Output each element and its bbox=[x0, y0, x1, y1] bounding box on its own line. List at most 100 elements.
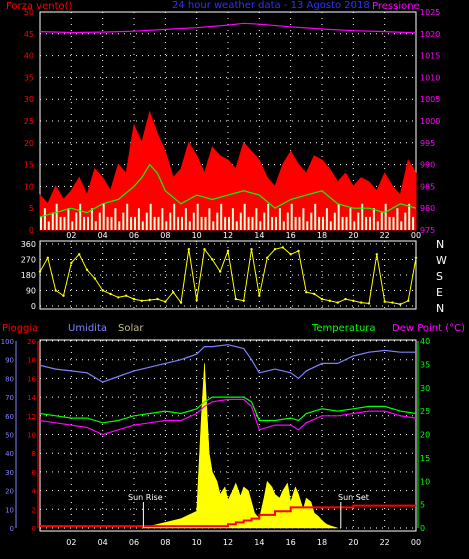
wind-calm-bar bbox=[384, 203, 387, 230]
wind-calm-bar bbox=[149, 203, 152, 230]
wind-calm-bar bbox=[376, 221, 379, 230]
rain-tick: 18 bbox=[27, 357, 36, 365]
wind-x-tick: 06 bbox=[129, 231, 139, 240]
humidity-tick: 70 bbox=[5, 394, 14, 402]
wind-panel-ticks: 0510152025303540455097598098599099510001… bbox=[24, 8, 441, 240]
wind-calm-bar bbox=[130, 216, 133, 230]
wind-calm-bar bbox=[126, 203, 129, 230]
wind-direction-point bbox=[375, 253, 378, 256]
wind-calm-bar bbox=[306, 221, 309, 230]
rain-tick: 14 bbox=[27, 394, 36, 402]
wind-calm-bar bbox=[47, 221, 50, 230]
wind-calm-bar bbox=[298, 216, 301, 230]
direction-tick: 0 bbox=[31, 302, 36, 311]
wind-panel-grid bbox=[40, 11, 417, 231]
pressure-tick: 990 bbox=[420, 161, 435, 170]
temperature-line bbox=[39, 396, 417, 424]
wind-calm-bar bbox=[349, 208, 352, 230]
wind-direction-point bbox=[383, 300, 386, 303]
pressure-tick: 995 bbox=[420, 139, 435, 148]
climate-x-tick: 12 bbox=[223, 538, 233, 547]
wind-calm-bar bbox=[192, 212, 195, 230]
wind-calm-bar bbox=[263, 212, 266, 230]
wind-calm-bar bbox=[110, 216, 113, 230]
wind-x-tick: 00 bbox=[411, 231, 421, 240]
wind-direction-point bbox=[297, 249, 300, 253]
wind-panel-marks bbox=[39, 22, 417, 231]
pressure-line bbox=[39, 22, 417, 34]
pressure-tick: 1020 bbox=[420, 30, 440, 39]
wind-calm-bar bbox=[208, 208, 211, 230]
wind-direction-point bbox=[258, 294, 261, 297]
rain-tick: 8 bbox=[32, 450, 36, 458]
wind-calm-bar bbox=[243, 203, 246, 230]
wind-calm-bar bbox=[188, 221, 191, 230]
humidity-tick: 10 bbox=[5, 506, 14, 514]
direction-tick: 270 bbox=[21, 256, 36, 265]
wind-direction-point bbox=[62, 294, 65, 297]
wind-average-line bbox=[39, 163, 417, 218]
wind-calm-bar bbox=[310, 212, 313, 230]
wind-calm-bar bbox=[177, 216, 180, 230]
wind-calm-bar bbox=[59, 216, 62, 230]
legend-rain: Pioggia bbox=[2, 323, 38, 334]
wind-direction-point bbox=[320, 297, 324, 301]
wind-direction-point bbox=[93, 277, 97, 280]
temperature-tick: 30 bbox=[420, 384, 430, 393]
wind-speed-tick: 40 bbox=[24, 52, 34, 61]
pressure-tick: 1005 bbox=[420, 95, 440, 104]
wind-calm-bar bbox=[228, 216, 230, 230]
climate-x-tick: 20 bbox=[348, 538, 358, 547]
direction-tick: 360 bbox=[21, 240, 36, 249]
wind-calm-bar bbox=[79, 203, 82, 230]
pressure-tick: 975 bbox=[420, 226, 435, 235]
wind-direction-point bbox=[54, 289, 57, 292]
wind-direction-point bbox=[195, 298, 198, 302]
wind-speed-tick: 45 bbox=[24, 30, 34, 39]
wind-direction-point bbox=[38, 270, 42, 273]
wind-calm-bar bbox=[388, 216, 391, 230]
climate-panel-marks bbox=[39, 344, 417, 529]
wind-calm-bar bbox=[43, 208, 46, 230]
sunrise-annotation: Sun Rise bbox=[128, 493, 163, 502]
humidity-tick: 40 bbox=[5, 450, 14, 458]
wind-calm-bar bbox=[329, 221, 332, 230]
wind-direction-point bbox=[101, 289, 104, 292]
wind-calm-bar bbox=[239, 212, 242, 230]
wind-calm-bar bbox=[181, 216, 183, 230]
wind-speed-tick: 15 bbox=[24, 161, 34, 170]
wind-calm-bar bbox=[235, 221, 238, 230]
wind-calm-bar bbox=[322, 216, 324, 230]
sunset-annotation: Sun Set bbox=[338, 493, 369, 502]
rain-tick: 0 bbox=[32, 525, 36, 533]
wind-calm-bar bbox=[200, 216, 203, 230]
rain-tick: 6 bbox=[32, 469, 37, 477]
wind-x-tick: 10 bbox=[192, 231, 202, 240]
humidity-tick: 0 bbox=[10, 525, 14, 533]
wind-speed-tick: 0 bbox=[29, 226, 34, 235]
wind-direction-point bbox=[281, 246, 284, 249]
pressure-tick: 985 bbox=[420, 182, 435, 191]
wind-direction-point bbox=[242, 299, 245, 302]
wind-direction-point bbox=[109, 292, 112, 296]
wind-calm-bar bbox=[141, 221, 144, 230]
pressure-label: Pressione bbox=[372, 1, 420, 12]
rain-tick: 10 bbox=[27, 432, 36, 440]
wind-calm-bar bbox=[220, 203, 223, 230]
wind-direction-point bbox=[305, 291, 308, 294]
wind-calm-bar bbox=[75, 212, 78, 230]
rain-tick: 2 bbox=[32, 506, 36, 514]
humidity-tick: 100 bbox=[1, 338, 14, 346]
wind-calm-bar bbox=[165, 221, 168, 230]
pressure-tick: 1010 bbox=[420, 73, 440, 82]
wind-calm-bar bbox=[122, 212, 125, 230]
wind-calm-bar bbox=[87, 216, 89, 230]
wind-calm-bar bbox=[145, 212, 148, 230]
rain-tick: 12 bbox=[27, 413, 36, 421]
wind-direction-point bbox=[219, 270, 222, 273]
wind-calm-bar bbox=[345, 216, 348, 230]
legend-temperature: Temperatura bbox=[311, 323, 376, 334]
rain-tick: 16 bbox=[27, 375, 36, 383]
